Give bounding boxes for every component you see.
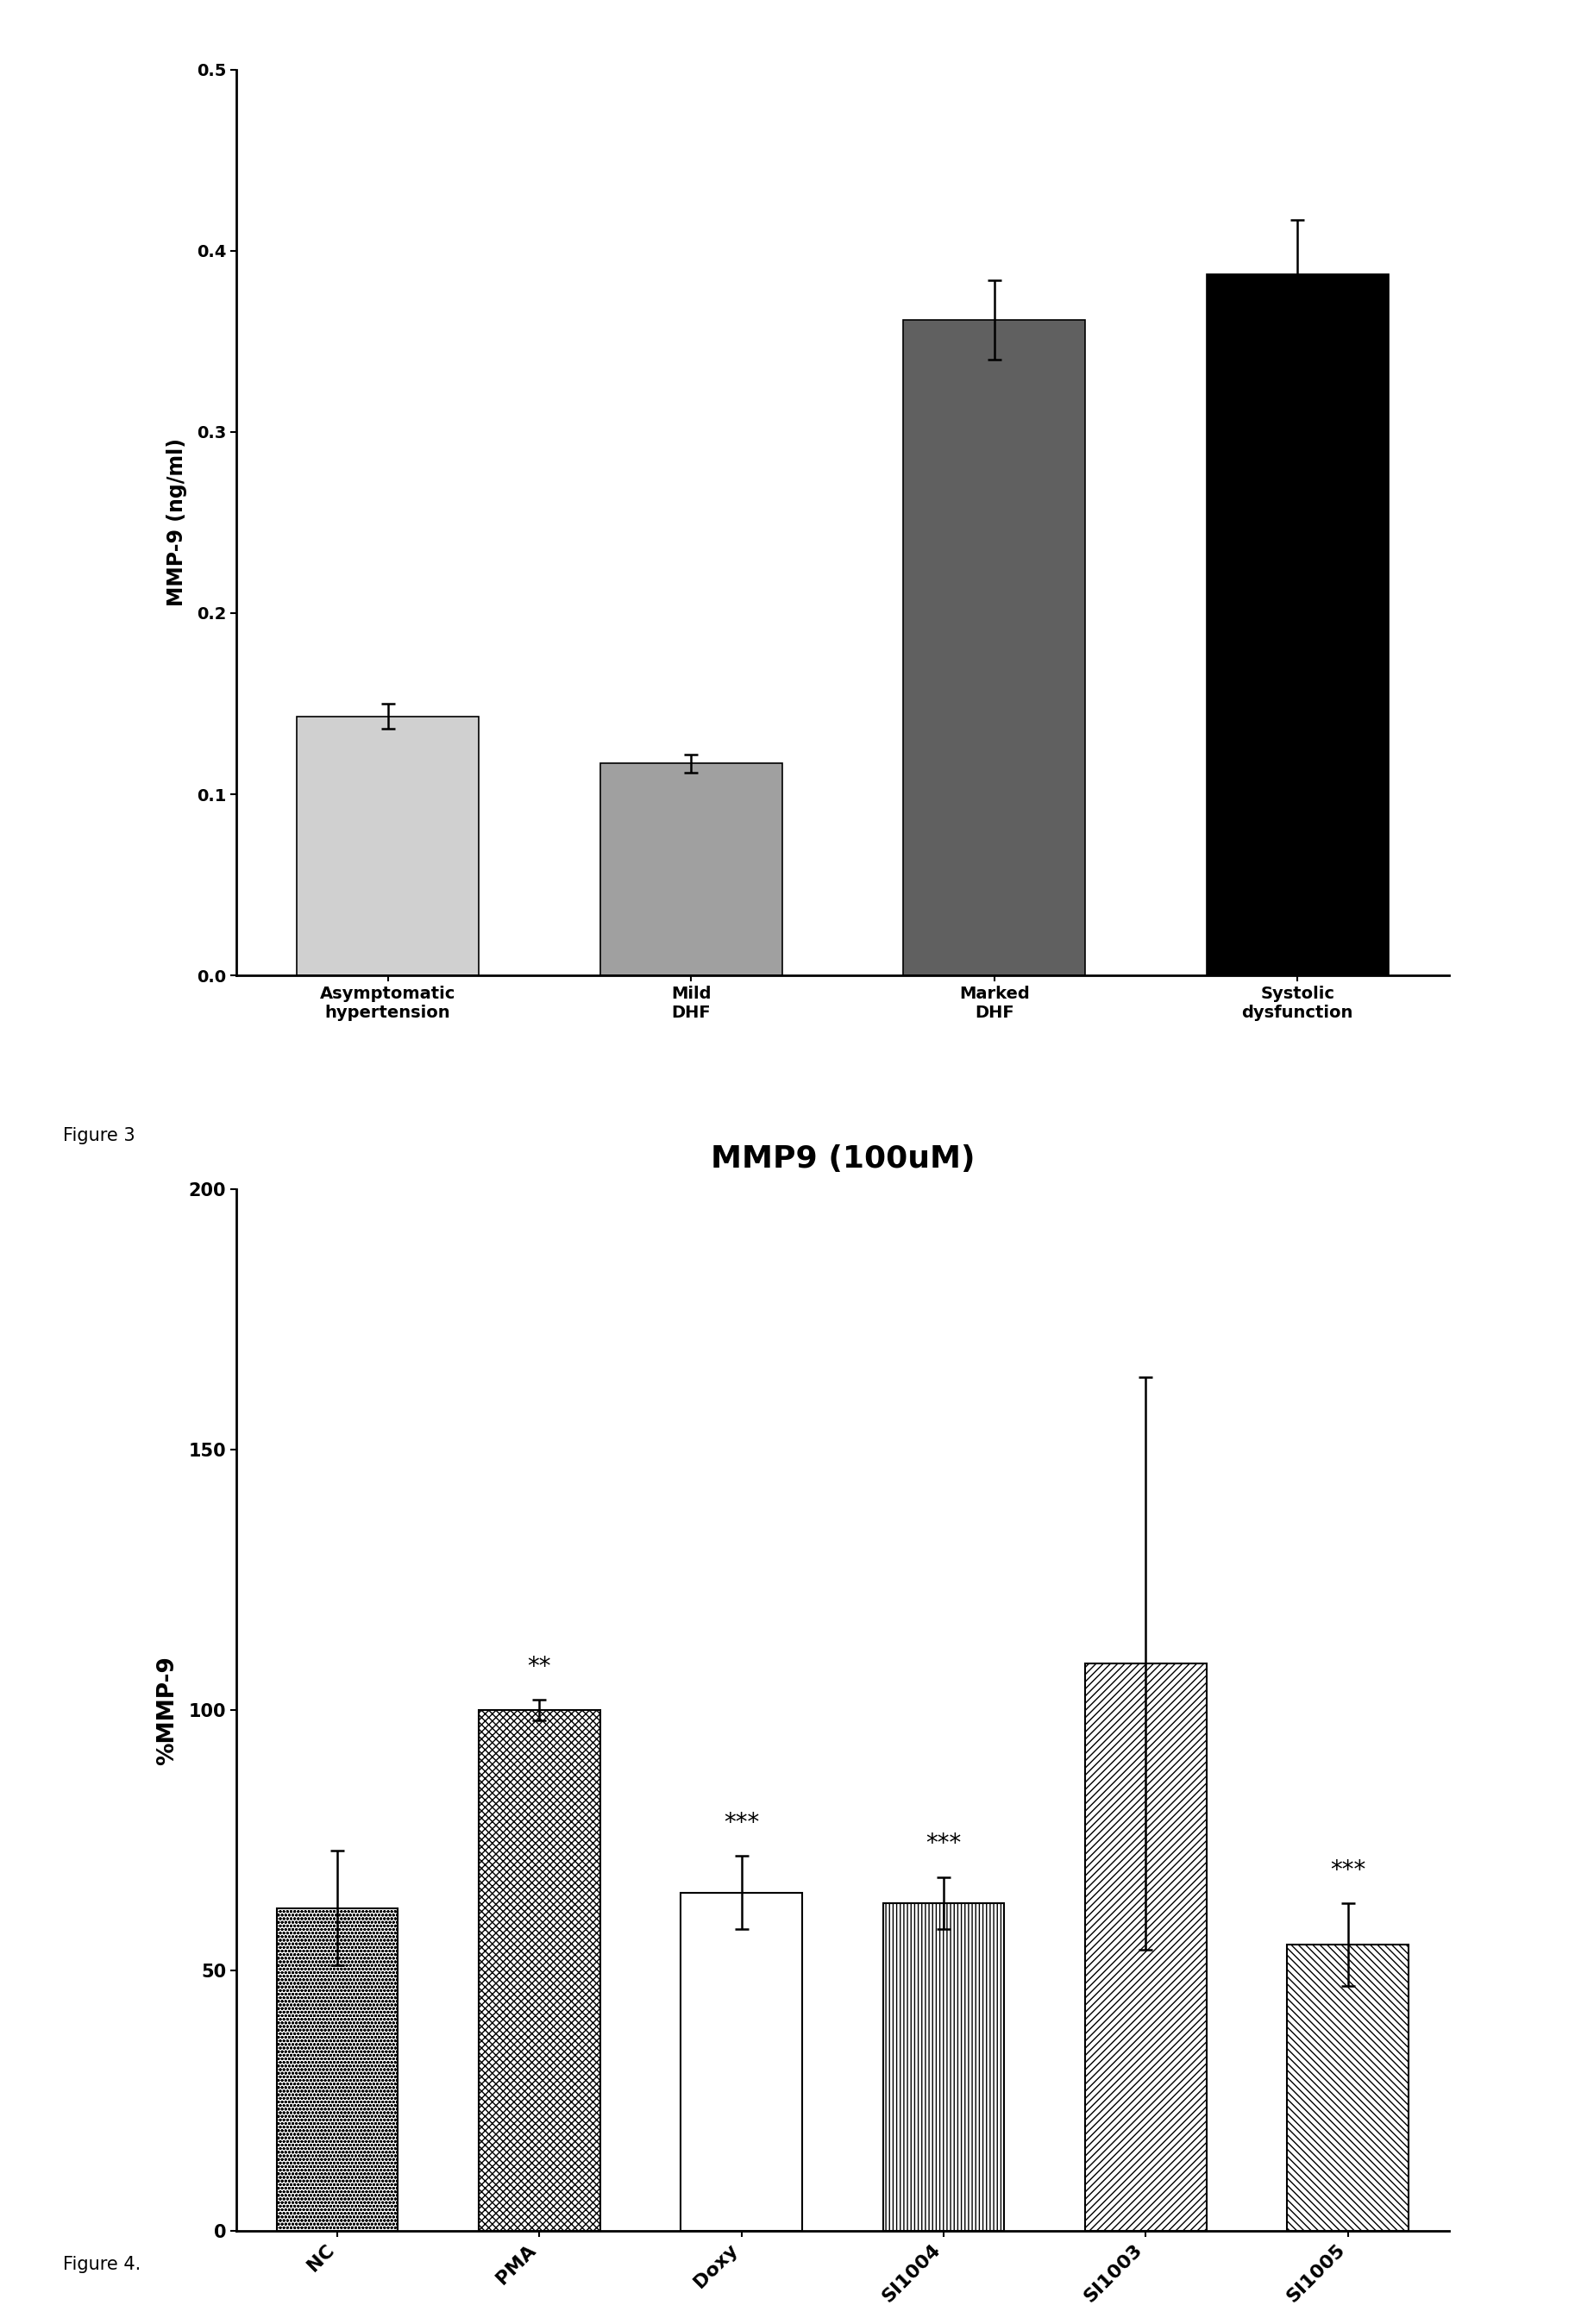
Bar	[884, 1903, 1005, 2231]
Bar	[680, 1892, 802, 2231]
Bar	[904, 321, 1085, 976]
Text: ***: ***	[926, 1831, 961, 1857]
Bar	[1206, 274, 1389, 976]
Bar	[479, 1710, 600, 2231]
Y-axis label: MMP-9 (ng/ml): MMP-9 (ng/ml)	[165, 439, 187, 607]
Text: **: **	[528, 1655, 551, 1678]
Y-axis label: %MMP-9: %MMP-9	[156, 1655, 180, 1764]
Text: ***: ***	[1331, 1857, 1366, 1882]
Bar	[1287, 1945, 1408, 2231]
Bar	[296, 716, 479, 976]
Bar	[600, 765, 781, 976]
Title: MMP9 (100uM): MMP9 (100uM)	[710, 1146, 975, 1174]
Bar	[1085, 1664, 1206, 2231]
Text: ***: ***	[724, 1810, 759, 1836]
Text: Figure 4.: Figure 4.	[63, 2257, 140, 2273]
Bar	[277, 1908, 398, 2231]
Text: Figure 3: Figure 3	[63, 1127, 135, 1143]
